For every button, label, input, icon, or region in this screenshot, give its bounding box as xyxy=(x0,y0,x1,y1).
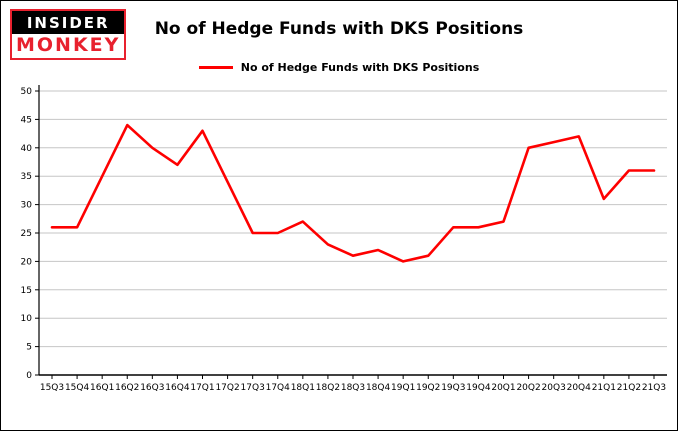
svg-text:20Q4: 20Q4 xyxy=(567,383,592,393)
svg-text:20Q1: 20Q1 xyxy=(491,383,515,393)
svg-text:19Q4: 19Q4 xyxy=(466,383,491,393)
svg-text:19Q2: 19Q2 xyxy=(416,383,440,393)
insider-monkey-logo: INSIDER MONKEY xyxy=(10,9,127,60)
legend-label: No of Hedge Funds with DKS Positions xyxy=(240,61,480,74)
svg-text:17Q1: 17Q1 xyxy=(190,383,214,393)
logo-monkey-text: MONKEY xyxy=(16,34,121,56)
svg-text:16Q2: 16Q2 xyxy=(115,383,139,393)
svg-text:19Q1: 19Q1 xyxy=(391,383,415,393)
svg-text:0: 0 xyxy=(26,371,32,381)
svg-text:18Q2: 18Q2 xyxy=(316,383,340,393)
svg-text:35: 35 xyxy=(21,172,32,182)
svg-text:16Q4: 16Q4 xyxy=(165,383,190,393)
svg-text:21Q1: 21Q1 xyxy=(592,383,616,393)
svg-text:18Q3: 18Q3 xyxy=(341,383,365,393)
svg-text:17Q2: 17Q2 xyxy=(215,383,239,393)
svg-text:30: 30 xyxy=(21,201,33,211)
logo-insider-text: INSIDER xyxy=(12,11,125,34)
legend: No of Hedge Funds with DKS Positions xyxy=(1,61,677,74)
svg-text:21Q2: 21Q2 xyxy=(617,383,641,393)
svg-text:16Q1: 16Q1 xyxy=(90,383,114,393)
svg-text:18Q4: 18Q4 xyxy=(366,383,391,393)
svg-text:21Q3: 21Q3 xyxy=(642,383,666,393)
svg-text:45: 45 xyxy=(21,115,32,125)
legend-line-swatch xyxy=(198,66,233,69)
svg-text:15Q3: 15Q3 xyxy=(40,383,64,393)
svg-text:25: 25 xyxy=(21,229,32,239)
svg-text:16Q3: 16Q3 xyxy=(140,383,164,393)
svg-text:15: 15 xyxy=(21,286,32,296)
svg-text:17Q4: 17Q4 xyxy=(266,383,291,393)
svg-text:40: 40 xyxy=(21,144,33,154)
svg-text:20: 20 xyxy=(21,257,33,267)
chart-title: No of Hedge Funds with DKS Positions xyxy=(154,19,524,39)
svg-text:19Q3: 19Q3 xyxy=(441,383,465,393)
svg-text:5: 5 xyxy=(26,343,32,353)
svg-text:18Q1: 18Q1 xyxy=(291,383,315,393)
svg-text:20Q2: 20Q2 xyxy=(516,383,540,393)
svg-text:10: 10 xyxy=(21,314,33,324)
svg-text:17Q3: 17Q3 xyxy=(241,383,265,393)
svg-text:20Q3: 20Q3 xyxy=(542,383,566,393)
svg-text:50: 50 xyxy=(21,87,33,97)
svg-text:15Q4: 15Q4 xyxy=(65,383,90,393)
